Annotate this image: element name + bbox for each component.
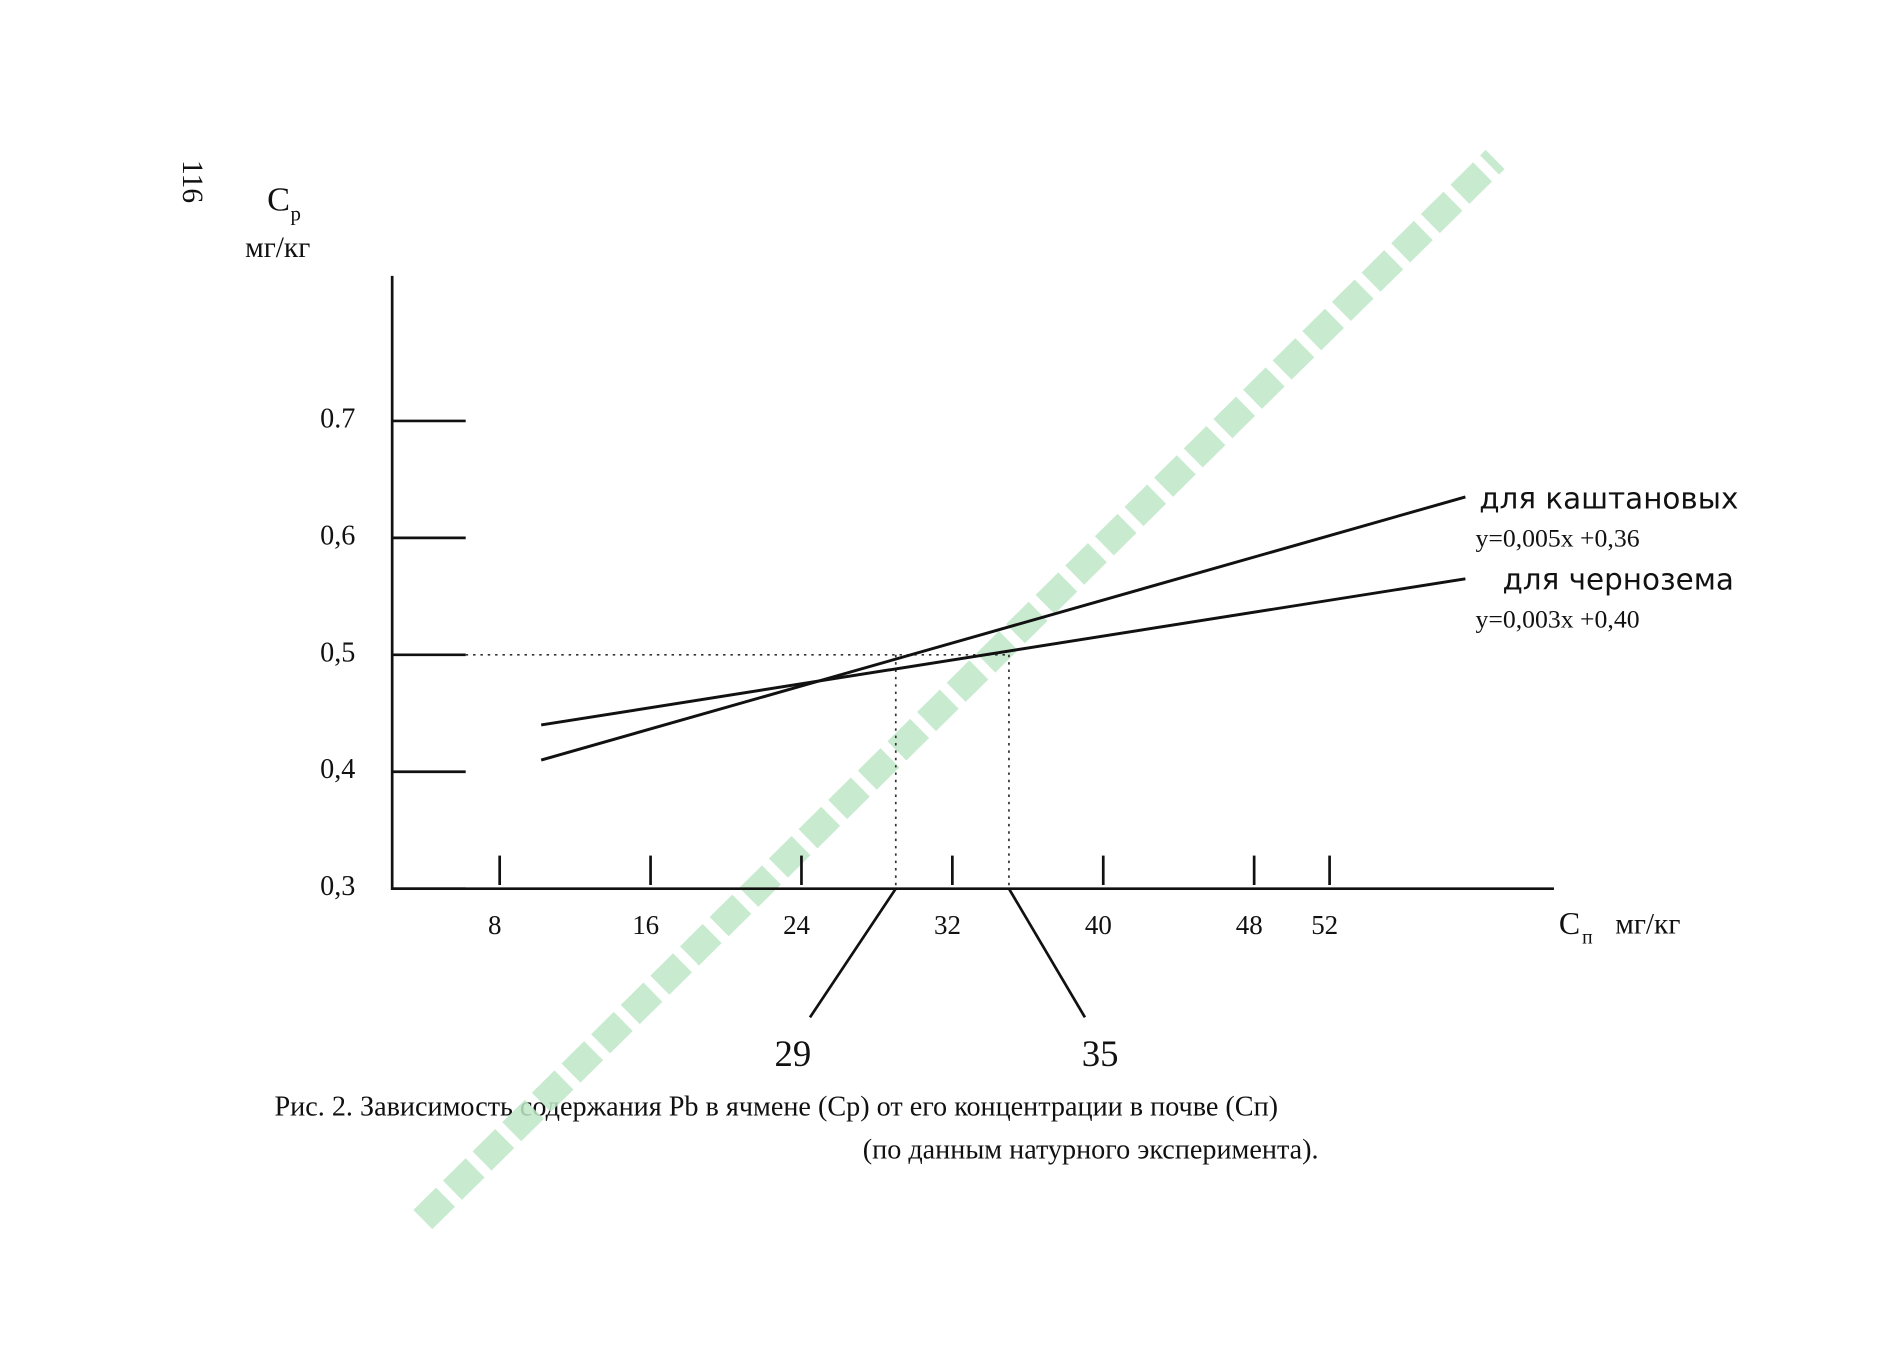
y-tick-label: 0,5 xyxy=(320,637,355,668)
series-line xyxy=(540,495,1466,762)
annotation-label: 29 xyxy=(774,1033,811,1074)
y-tick-label: 0,3 xyxy=(320,871,355,902)
x-tick-label: 52 xyxy=(1311,910,1338,940)
y-axis-symbol: C xyxy=(267,180,290,218)
caption-line: Рис. 2. Зависимость содержания Pb в ячме… xyxy=(275,1092,1279,1123)
y-axis-subscript: р xyxy=(290,202,300,226)
x-tick-label: 40 xyxy=(1085,910,1112,940)
x-axis-unit: мг/кг xyxy=(1615,908,1680,940)
x-tick-label: 48 xyxy=(1236,910,1263,940)
legend-equation: y=0,003x +0,40 xyxy=(1476,604,1640,633)
x-tick-label: 32 xyxy=(934,910,961,940)
leader-line xyxy=(808,887,897,1019)
page-number: 116 xyxy=(176,160,208,203)
legend-equation: y=0,005x +0,36 xyxy=(1476,524,1640,553)
leader-line xyxy=(1007,887,1087,1019)
x-tick-label: 8 xyxy=(488,910,501,940)
x-tick-label: 24 xyxy=(783,910,810,940)
series-line xyxy=(540,577,1466,727)
axes xyxy=(390,275,1554,891)
y-tick-label: 0.7 xyxy=(320,403,355,434)
x-tick-label: 16 xyxy=(632,910,659,940)
x-axis-subscript: п xyxy=(1582,927,1593,948)
legend-label: для каштановых xyxy=(1479,482,1738,516)
watermark xyxy=(413,149,1505,1230)
x-axis-symbol: C xyxy=(1559,906,1580,941)
annotation-label: 35 xyxy=(1082,1033,1119,1074)
caption-line: (по данным натурного эксперимента). xyxy=(863,1135,1319,1166)
y-tick-label: 0,4 xyxy=(320,754,355,785)
y-tick-label: 0,6 xyxy=(320,520,355,551)
legend-label: для чернозема xyxy=(1502,563,1733,597)
y-axis-unit: мг/кг xyxy=(245,232,310,264)
